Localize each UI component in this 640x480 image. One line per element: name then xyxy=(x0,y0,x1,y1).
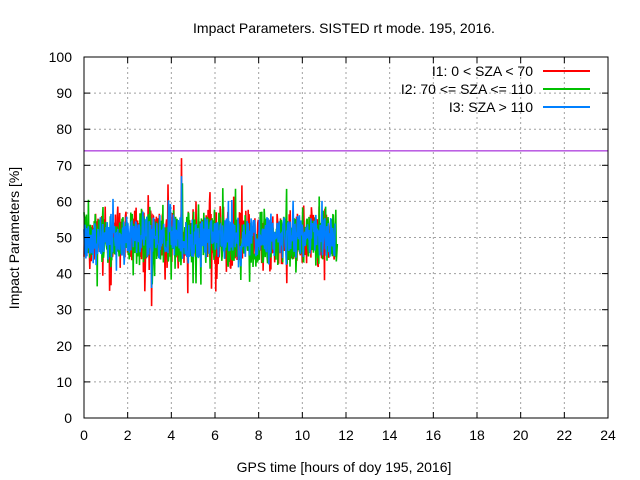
x-tick-label: 14 xyxy=(382,427,398,443)
series-line-3 xyxy=(83,176,336,289)
x-tick-label: 0 xyxy=(80,427,88,443)
x-tick-label: 18 xyxy=(469,427,485,443)
x-tick-label: 6 xyxy=(211,427,219,443)
legend-label-3: I3: SZA > 110 xyxy=(449,99,533,115)
x-tick-label: 22 xyxy=(557,427,573,443)
x-tick-label: 10 xyxy=(295,427,311,443)
data-series xyxy=(83,158,339,307)
x-tick-label: 2 xyxy=(124,427,132,443)
y-tick-label: 70 xyxy=(56,157,72,173)
x-tick-label: 4 xyxy=(167,427,175,443)
legend: I1: 0 < SZA < 70 I2: 70 <= SZA <= 110 I3: … xyxy=(401,63,590,115)
y-tick-label: 90 xyxy=(56,85,72,101)
y-tick-label: 30 xyxy=(56,302,72,318)
y-tick-label: 20 xyxy=(56,338,72,354)
y-tick-label: 60 xyxy=(56,193,72,209)
x-tick-label: 20 xyxy=(513,427,529,443)
y-axis-label: Impact Parameters [%] xyxy=(6,167,22,309)
axis-ticks: 0 2 4 6 8 10 12 14 16 18 20 22 240102030405060708090… xyxy=(49,49,616,443)
x-axis-label: GPS time [hours of doy 195, 2016] xyxy=(237,459,452,475)
legend-label-1: I1: 0 < SZA < 70 xyxy=(432,63,533,79)
x-tick-label: 24 xyxy=(600,427,616,443)
chart-title: Impact Parameters. SISTED rt mode. 195, … xyxy=(193,20,495,36)
y-tick-label: 40 xyxy=(56,266,72,282)
x-tick-label: 8 xyxy=(255,427,263,443)
y-tick-label: 0 xyxy=(64,410,72,426)
y-tick-label: 50 xyxy=(56,230,72,246)
y-tick-label: 10 xyxy=(56,374,72,390)
x-tick-label: 12 xyxy=(338,427,354,443)
y-tick-label: 80 xyxy=(56,121,72,137)
x-tick-label: 16 xyxy=(426,427,442,443)
legend-label-2: I2: 70 <= SZA <= 110 xyxy=(401,81,533,97)
grid-lines xyxy=(84,57,608,418)
y-tick-label: 100 xyxy=(49,49,73,65)
